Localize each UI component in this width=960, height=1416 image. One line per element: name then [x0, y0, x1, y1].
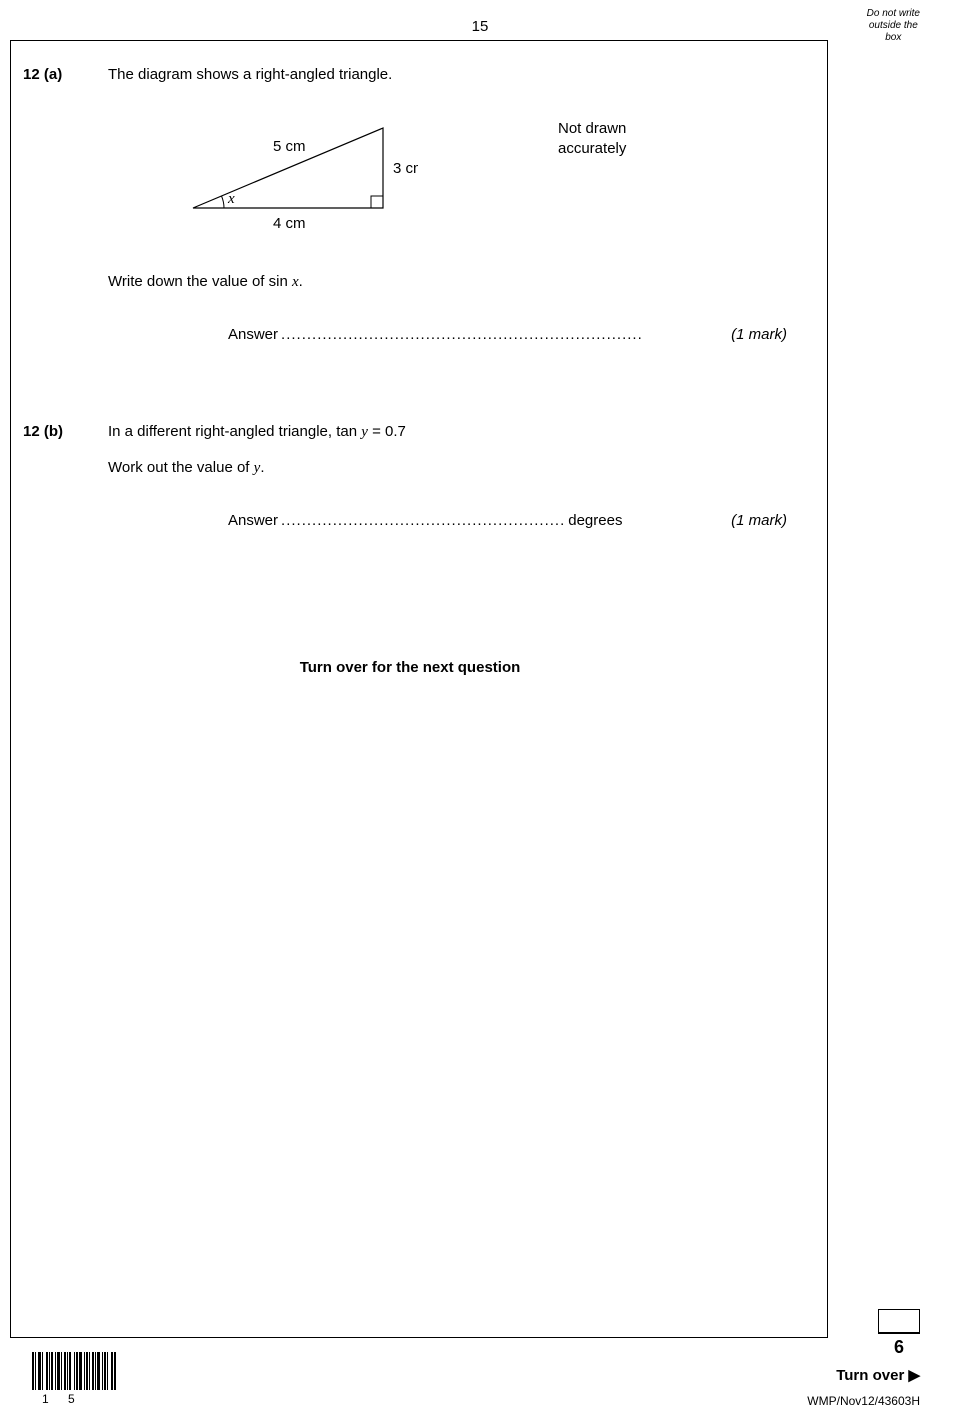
q12a-text: The diagram shows a right-angled triangl…	[108, 66, 797, 83]
q12a-dots[interactable]: ........................................…	[281, 326, 643, 343]
q12b-marks: (1 mark)	[731, 512, 797, 529]
hyp-label: 5 cm	[273, 138, 306, 155]
barcode-area: 1 5	[32, 1352, 116, 1406]
marks-total: 6	[878, 1334, 920, 1358]
margin-note-l3: box	[885, 32, 901, 43]
q12a-body: The diagram shows a right-angled triangl…	[108, 66, 797, 393]
q12b-label: 12 (b)	[23, 423, 108, 579]
turn-over-footer: Turn over ▶	[836, 1366, 920, 1384]
margin-note: Do not write outside the box	[867, 8, 920, 44]
margin-note-l2: outside the	[869, 20, 918, 31]
barcode-icon	[32, 1352, 116, 1390]
q12b-text: In a different right-angled triangle, ta…	[108, 423, 797, 441]
q12a-instr-prefix: Write down the value of sin	[108, 273, 292, 290]
marks-total-box: 6	[878, 1309, 920, 1358]
q12a-instruction: Write down the value of sin x.	[108, 273, 797, 291]
q12a-diagram-area: 5 cm 3 cm 4 cm x Not drawn accurately	[178, 113, 797, 233]
q12b-instr-prefix: Work out the value of	[108, 459, 254, 476]
q12a-answer-label: Answer	[228, 326, 278, 343]
q12b-instruction: Work out the value of y.	[108, 459, 797, 477]
opp-label: 3 cm	[393, 160, 418, 177]
q12b-text-var: y	[361, 424, 368, 440]
content-box: 12 (a) The diagram shows a right-angled …	[10, 40, 828, 1338]
nd2: accurately	[558, 140, 626, 157]
q12a-instr-suffix: .	[299, 273, 303, 290]
nd1: Not drawn	[558, 120, 626, 137]
question-12b: 12 (b) In a different right-angled trian…	[23, 423, 797, 579]
triangle-diagram: 5 cm 3 cm 4 cm x	[178, 113, 418, 233]
q12b-text-prefix: In a different right-angled triangle, ta…	[108, 423, 361, 440]
not-drawn-label: Not drawn accurately	[558, 119, 626, 160]
q12a-instr-var: x	[292, 274, 299, 290]
q12a-answer-line: Answer .................................…	[228, 326, 797, 343]
q12b-body: In a different right-angled triangle, ta…	[108, 423, 797, 579]
question-12a: 12 (a) The diagram shows a right-angled …	[23, 66, 797, 393]
q12a-marks: (1 mark)	[731, 326, 797, 343]
q12b-dots[interactable]: ........................................…	[281, 512, 565, 529]
adj-label: 4 cm	[273, 215, 306, 232]
barcode-numbers: 1 5	[32, 1392, 116, 1406]
q12b-text-suffix: = 0.7	[368, 423, 406, 440]
footer-code: WMP/Nov12/43603H	[807, 1394, 920, 1408]
marks-box-top	[878, 1309, 920, 1334]
q12b-answer-label: Answer	[228, 512, 278, 529]
q12b-answer-line: Answer .................................…	[228, 512, 797, 529]
margin-note-l1: Do not write	[867, 8, 920, 19]
page-number: 15	[472, 18, 489, 35]
q12a-label: 12 (a)	[23, 66, 108, 393]
q12b-instr-suffix: .	[260, 459, 264, 476]
turn-over-message: Turn over for the next question	[23, 659, 797, 676]
angle-label: x	[227, 191, 235, 207]
q12b-unit: degrees	[568, 512, 622, 529]
